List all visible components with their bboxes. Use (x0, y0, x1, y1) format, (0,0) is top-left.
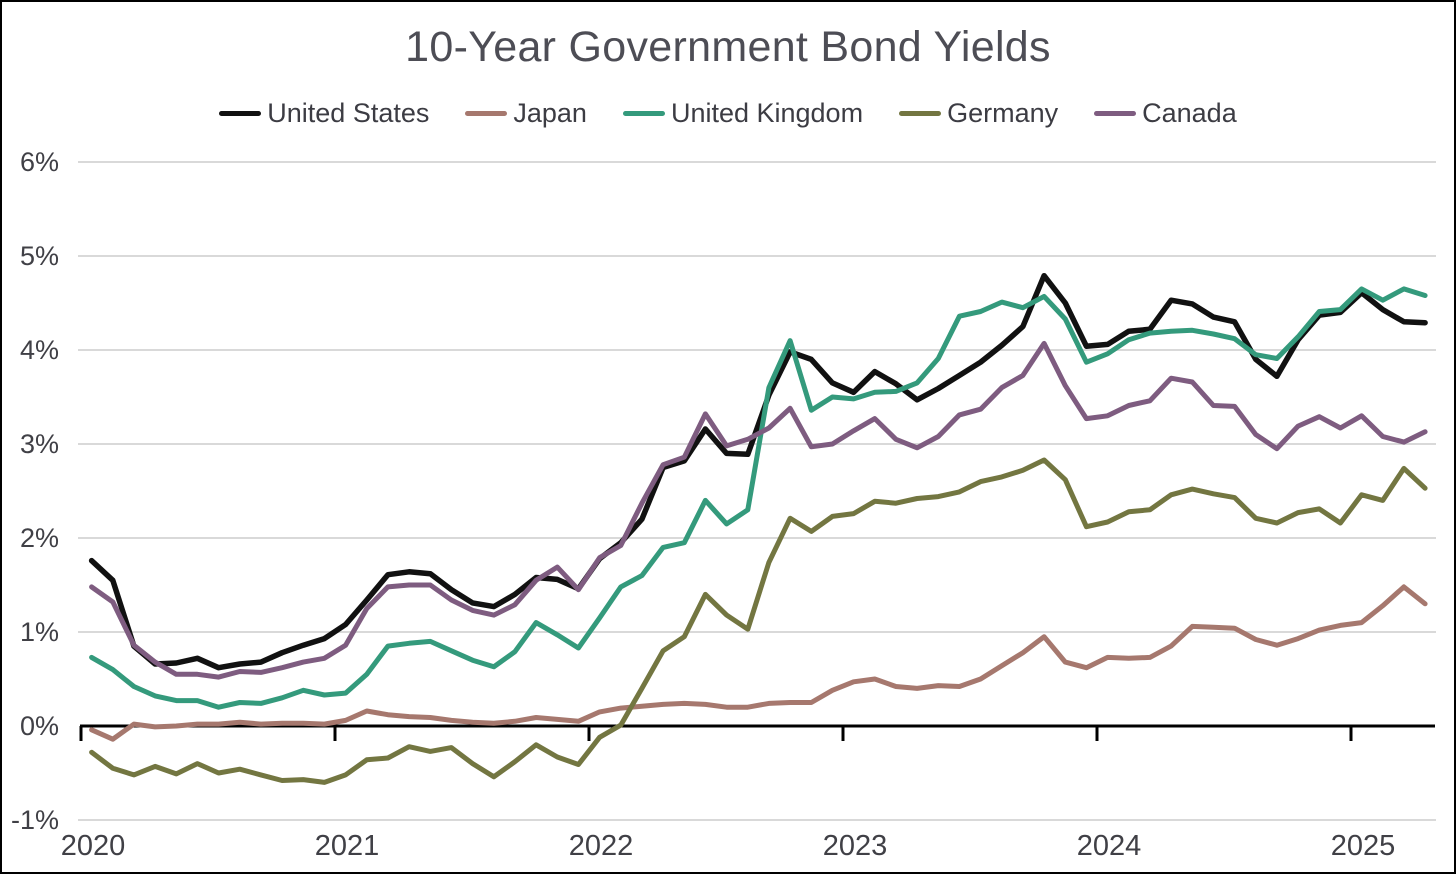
x-tick-label: 2024 (1077, 830, 1142, 862)
x-axis-zero-line (79, 724, 1435, 741)
legend-label: Japan (513, 98, 587, 128)
series-line-germany (89, 457, 1428, 785)
series-line-canada (89, 340, 1428, 680)
chart-title: 10-Year Government Bond Yields (405, 23, 1051, 71)
canada-line-swatch-icon (1094, 111, 1137, 116)
y-axis-labels: 6% 5% 4% 3% 2% 1% 0% -1% (11, 147, 59, 835)
y-tick-label: 0% (20, 711, 59, 741)
united-kingdom-line-swatch-icon (622, 111, 665, 116)
x-tick-label: 2020 (61, 830, 126, 862)
y-tick-label: 1% (20, 617, 59, 647)
y-tick-label: 2% (20, 523, 59, 553)
united-states-line-swatch-icon (219, 111, 262, 116)
legend-label: United States (267, 98, 430, 128)
legend-item-japan: Japan (465, 98, 587, 129)
japan-line-swatch-icon (465, 111, 508, 116)
x-axis-labels: 2020 2021 2022 2023 2024 2025 (61, 830, 1396, 862)
series-line-japan (89, 584, 1428, 742)
legend-item-canada: Canada (1094, 98, 1237, 129)
legend: United States Japan United Kingdom Germa… (2, 98, 1454, 129)
y-tick-label: 6% (20, 147, 59, 177)
x-tick-label: 2021 (315, 830, 380, 862)
y-tick-label: -1% (11, 805, 59, 835)
y-tick-label: 4% (20, 335, 59, 365)
y-tick-label: 3% (20, 429, 59, 459)
x-tick-label: 2023 (823, 830, 888, 862)
y-tick-label: 5% (20, 241, 59, 271)
series-line-united-states (88, 272, 1428, 671)
series-lines (88, 272, 1428, 785)
gridlines (78, 161, 1436, 821)
legend-label: Germany (947, 98, 1059, 128)
germany-line-swatch-icon (899, 111, 942, 116)
legend-label: Canada (1142, 98, 1237, 128)
legend-item-germany: Germany (899, 98, 1058, 129)
legend-label: United Kingdom (670, 98, 864, 128)
legend-item-united-kingdom: United Kingdom (622, 98, 864, 129)
x-tick-label: 2022 (569, 830, 634, 862)
series-line-united-kingdom (89, 286, 1428, 710)
x-tick-label: 2025 (1331, 830, 1396, 862)
legend-item-united-states: United States (219, 98, 429, 129)
